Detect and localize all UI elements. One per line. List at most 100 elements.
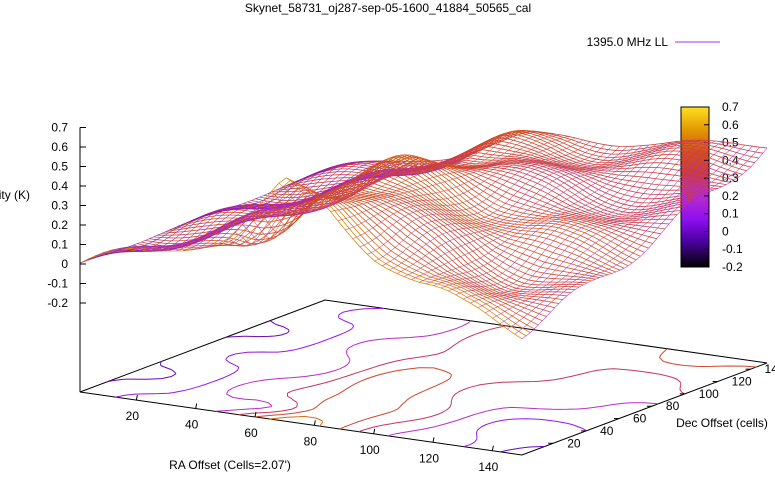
surface-mesh-line <box>359 144 606 248</box>
surface-mesh-line <box>330 137 576 212</box>
surface-mesh-line <box>278 131 524 207</box>
x-axis-tick-label: 100 <box>360 443 380 457</box>
surface-mesh-line <box>249 143 495 239</box>
x-axis-tick-label: 140 <box>478 460 498 474</box>
surface-mesh-line <box>462 140 709 300</box>
colorbar-tick-label: 0 <box>722 224 729 238</box>
surface-mesh-line <box>87 168 333 260</box>
colorbar-tick-label: -0.2 <box>722 260 743 274</box>
surface-mesh-line <box>440 140 687 289</box>
z-axis-tick-label: 0.5 <box>51 160 68 174</box>
surface-mesh-line <box>485 142 731 314</box>
surface-mesh-line <box>124 160 370 251</box>
z-axis: 0.7 0.6 0.5 0.4 0.3 0.2 0.1 0 -0.1 -0.2 <box>47 121 86 392</box>
surface-mesh-line <box>352 143 598 239</box>
y-axis-label: Dec Offset (cells) <box>676 416 768 430</box>
surface-mesh-line <box>234 150 480 245</box>
z-axis-tick-label: 0.7 <box>51 121 68 135</box>
y-axis-tick-label: 100 <box>699 387 719 401</box>
z-axis-tick-label: -0.1 <box>47 277 68 291</box>
z-axis-tick-label: 0.2 <box>51 218 68 232</box>
surface-mesh-line <box>112 196 555 309</box>
surface-mesh-line <box>131 160 377 249</box>
surface-mesh-line <box>411 143 657 280</box>
x-axis-tick-label: 40 <box>185 417 199 431</box>
surface-mesh-line <box>507 145 753 330</box>
z-axis-tick-label: 0.4 <box>51 179 68 193</box>
x-axis-tick <box>373 428 376 434</box>
surface-mesh-line <box>241 147 488 243</box>
surface-mesh-line <box>477 141 723 308</box>
contour-line <box>254 348 757 430</box>
surface-mesh-line <box>96 192 539 326</box>
base-plane-outline <box>79 299 768 456</box>
surface-mesh-line <box>426 141 672 285</box>
surface-mesh-line <box>138 160 384 249</box>
y-axis-tick-label: 140 <box>765 362 775 376</box>
x-axis-tick-label: 120 <box>419 451 439 465</box>
contour-lines <box>105 308 757 453</box>
surface-mesh-line <box>448 140 694 292</box>
surface-mesh-line <box>323 136 569 205</box>
x-axis-label: RA Offset (Cells=2.07') <box>169 458 291 472</box>
surface-mesh-line <box>470 140 716 304</box>
surface-mesh-line <box>300 131 547 198</box>
surface-mesh-line <box>521 147 768 340</box>
x-axis-tick <box>135 394 138 401</box>
colorbar-ticks: 0.70.60.50.40.30.20.10-0.1-0.2 <box>704 100 743 274</box>
x-axis-tick <box>195 403 198 409</box>
surface-mesh-line <box>514 147 760 335</box>
contour-line <box>105 320 545 453</box>
surface-mesh-line <box>205 158 451 248</box>
surface-mesh-line <box>256 140 502 234</box>
y-axis-ticks: 20 40 60 80 100 120 140 <box>548 362 775 450</box>
surface-mesh-line <box>108 196 551 313</box>
z-axis-tick-label: 0 <box>61 257 68 271</box>
contour-line <box>215 320 659 437</box>
legend: 1395.0 MHz LL <box>587 35 720 49</box>
x-axis-ticks: 20 40 60 80 100 120 140 <box>126 394 499 474</box>
x-axis-tick <box>491 445 494 451</box>
x-axis-tick <box>313 420 316 426</box>
surface-mesh-line <box>190 160 436 251</box>
y-axis-tick-label: 80 <box>666 399 680 413</box>
colorbar-tick-label: 0.7 <box>722 100 739 114</box>
surface-mesh-line <box>286 130 532 199</box>
surface-mesh-line <box>175 161 421 252</box>
surface-mesh-line <box>418 143 665 283</box>
x-axis-tick-label: 20 <box>126 409 140 423</box>
y-axis-tick-label: 20 <box>567 436 581 450</box>
surface-mesh-line <box>116 161 362 252</box>
surface-mesh-line <box>374 146 620 262</box>
surface-mesh-line <box>146 160 392 250</box>
contour-line <box>238 325 685 433</box>
colorbar-tick-label: 0.6 <box>722 118 739 132</box>
surface-mesh-line <box>389 145 635 271</box>
y-axis-tick-label: 120 <box>732 375 752 389</box>
surface-mesh-line <box>315 134 561 200</box>
x-axis-tick <box>254 411 257 418</box>
surface-mesh-line <box>102 164 348 254</box>
surface-mesh-line <box>337 139 583 221</box>
surface-mesh-line <box>367 145 613 255</box>
surface-mesh-line <box>499 144 746 324</box>
z-axis-tick-label: -0.2 <box>47 296 68 310</box>
contour-line <box>269 415 323 427</box>
x-axis-tick-label: 80 <box>304 434 318 448</box>
contour-line <box>115 308 587 448</box>
base-plane <box>79 299 768 456</box>
z-axis-tick-label: 0.3 <box>51 199 68 213</box>
surface-mesh-line <box>403 144 650 277</box>
x-axis-tick-label: 60 <box>244 426 258 440</box>
surface-mesh-line <box>433 141 679 286</box>
x-axis-tick <box>432 437 435 443</box>
z-axis-label: Intensity (K) <box>0 188 30 202</box>
chart-title: Skynet_58731_oj287-sep-05-1600_41884_505… <box>245 1 531 15</box>
z-axis-tick-label: 0.1 <box>51 238 68 252</box>
surface-mesh-line <box>308 133 554 199</box>
colorbar-tick-label: 0.1 <box>722 207 739 221</box>
colorbar-tick-label: 0.2 <box>722 189 739 203</box>
surface-mesh <box>79 129 768 340</box>
surface-mesh-line <box>263 137 510 227</box>
